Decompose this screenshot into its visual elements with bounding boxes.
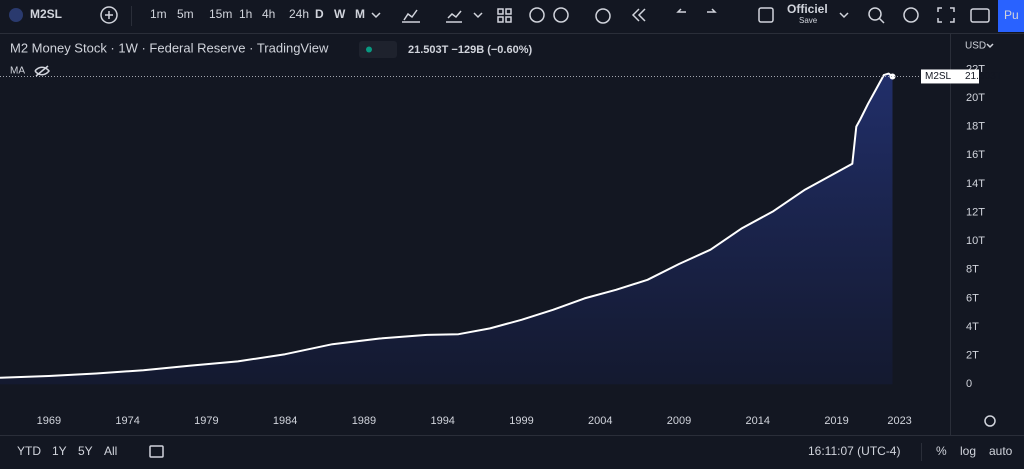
status-dot: [366, 46, 372, 53]
indicator-label[interactable]: MA: [10, 66, 25, 77]
templates-button[interactable]: [497, 8, 512, 23]
x-tick-label: 1989: [352, 415, 376, 427]
layout-status: Save: [799, 16, 818, 25]
range-button[interactable]: 5Y: [78, 444, 93, 458]
alert-b-button[interactable]: [529, 7, 545, 23]
x-tick-label: 2014: [746, 415, 770, 427]
add-symbol-button[interactable]: [100, 6, 118, 24]
y-tick-label: 12T: [966, 206, 985, 218]
x-tick-label: 1999: [509, 415, 533, 427]
fullscreen-button[interactable]: [937, 7, 955, 23]
interval-button[interactable]: M: [355, 7, 365, 21]
price-label-name: M2SL: [925, 71, 952, 82]
y-tick-label: 4T: [966, 321, 979, 333]
interval-button[interactable]: 4h: [262, 7, 275, 21]
publish-button[interactable]: [998, 0, 1024, 32]
indicators-dropdown[interactable]: [473, 12, 483, 19]
interval-button[interactable]: 15m: [209, 7, 232, 21]
layout-dropdown[interactable]: [839, 12, 849, 19]
indicators-button[interactable]: [446, 10, 462, 23]
add-icon: [105, 11, 113, 19]
y-tick-label: 14T: [966, 178, 985, 190]
publish-label: Pu: [1004, 8, 1019, 22]
scale-option[interactable]: %: [936, 444, 947, 458]
last-point: [889, 73, 896, 80]
legend-value: 21.503T −129B (−0.60%): [408, 44, 532, 56]
interval-dropdown[interactable]: [371, 12, 381, 19]
legend-buttons[interactable]: [359, 41, 397, 58]
x-tick-label: 1969: [37, 415, 61, 427]
y-tick-label: 8T: [966, 264, 979, 276]
x-tick-label: 2009: [667, 415, 691, 427]
range-button[interactable]: All: [104, 444, 117, 458]
x-tick-label: 2004: [588, 415, 612, 427]
interval-button[interactable]: 24h: [289, 7, 309, 21]
price-label-value: 21.503T: [965, 71, 1002, 82]
x-tick-label: 1979: [194, 415, 218, 427]
replay-button[interactable]: [631, 8, 646, 22]
alert-b2-button[interactable]: [553, 7, 569, 23]
price-label-box: [921, 69, 979, 84]
y-tick-label: 18T: [966, 121, 985, 133]
y-tick-label: 2T: [966, 350, 979, 362]
currency-dropdown[interactable]: [986, 43, 994, 49]
chart-type-button[interactable]: [402, 9, 420, 23]
y-tick-label: 16T: [966, 149, 985, 161]
interval-button[interactable]: W: [334, 7, 346, 21]
currency[interactable]: USD: [965, 41, 986, 52]
range-button[interactable]: YTD: [17, 444, 41, 458]
x-tick-label: 1994: [430, 415, 454, 427]
interval-group: 1m 5m 15m 1h 4h 24h D W M: [150, 7, 365, 21]
search-button[interactable]: [868, 7, 882, 21]
x-tick-label: 1974: [115, 415, 139, 427]
axis-settings[interactable]: [984, 415, 996, 427]
range-button[interactable]: 1Y: [52, 444, 67, 458]
area-fill: [0, 73, 893, 385]
interval-button[interactable]: 5m: [177, 7, 194, 21]
settings-button[interactable]: [903, 7, 919, 23]
y-tick-label: 6T: [966, 292, 979, 304]
undo-button[interactable]: [676, 8, 686, 13]
redo-button[interactable]: [707, 8, 717, 13]
scale-option[interactable]: auto: [989, 444, 1013, 458]
legend-title: M2 Money Stock · 1W · Federal Reserve · …: [10, 40, 329, 55]
interval-button[interactable]: D: [315, 7, 324, 21]
layout-name[interactable]: Officiel: [787, 2, 828, 16]
series-line: [0, 72, 894, 379]
search-handle: [878, 17, 885, 24]
scale-option[interactable]: log: [960, 444, 976, 458]
symbol[interactable]: M2SL: [30, 7, 62, 21]
symbol-icon[interactable]: [9, 8, 23, 22]
y-tick-label: 10T: [966, 235, 985, 247]
interval-button[interactable]: 1h: [239, 7, 252, 21]
x-tick-label: 2019: [824, 415, 848, 427]
alert-button[interactable]: [595, 8, 611, 24]
y-tick-label: 20T: [966, 92, 985, 104]
x-tick-label: 1984: [273, 415, 297, 427]
indicator-visibility[interactable]: [34, 65, 50, 77]
plot-area: [0, 72, 950, 385]
snapshot-button[interactable]: [970, 8, 990, 23]
bottom-bar: YTD 1Y 5Y All% log auto: [17, 444, 1013, 458]
date-range-button[interactable]: [149, 445, 164, 458]
layout-icon[interactable]: [758, 7, 774, 23]
interval-button[interactable]: 1m: [150, 7, 167, 21]
y-tick-label: 0: [966, 378, 972, 390]
x-tick-label: 2023: [887, 415, 911, 427]
clock: 16:11:07 (UTC-4): [808, 444, 900, 458]
